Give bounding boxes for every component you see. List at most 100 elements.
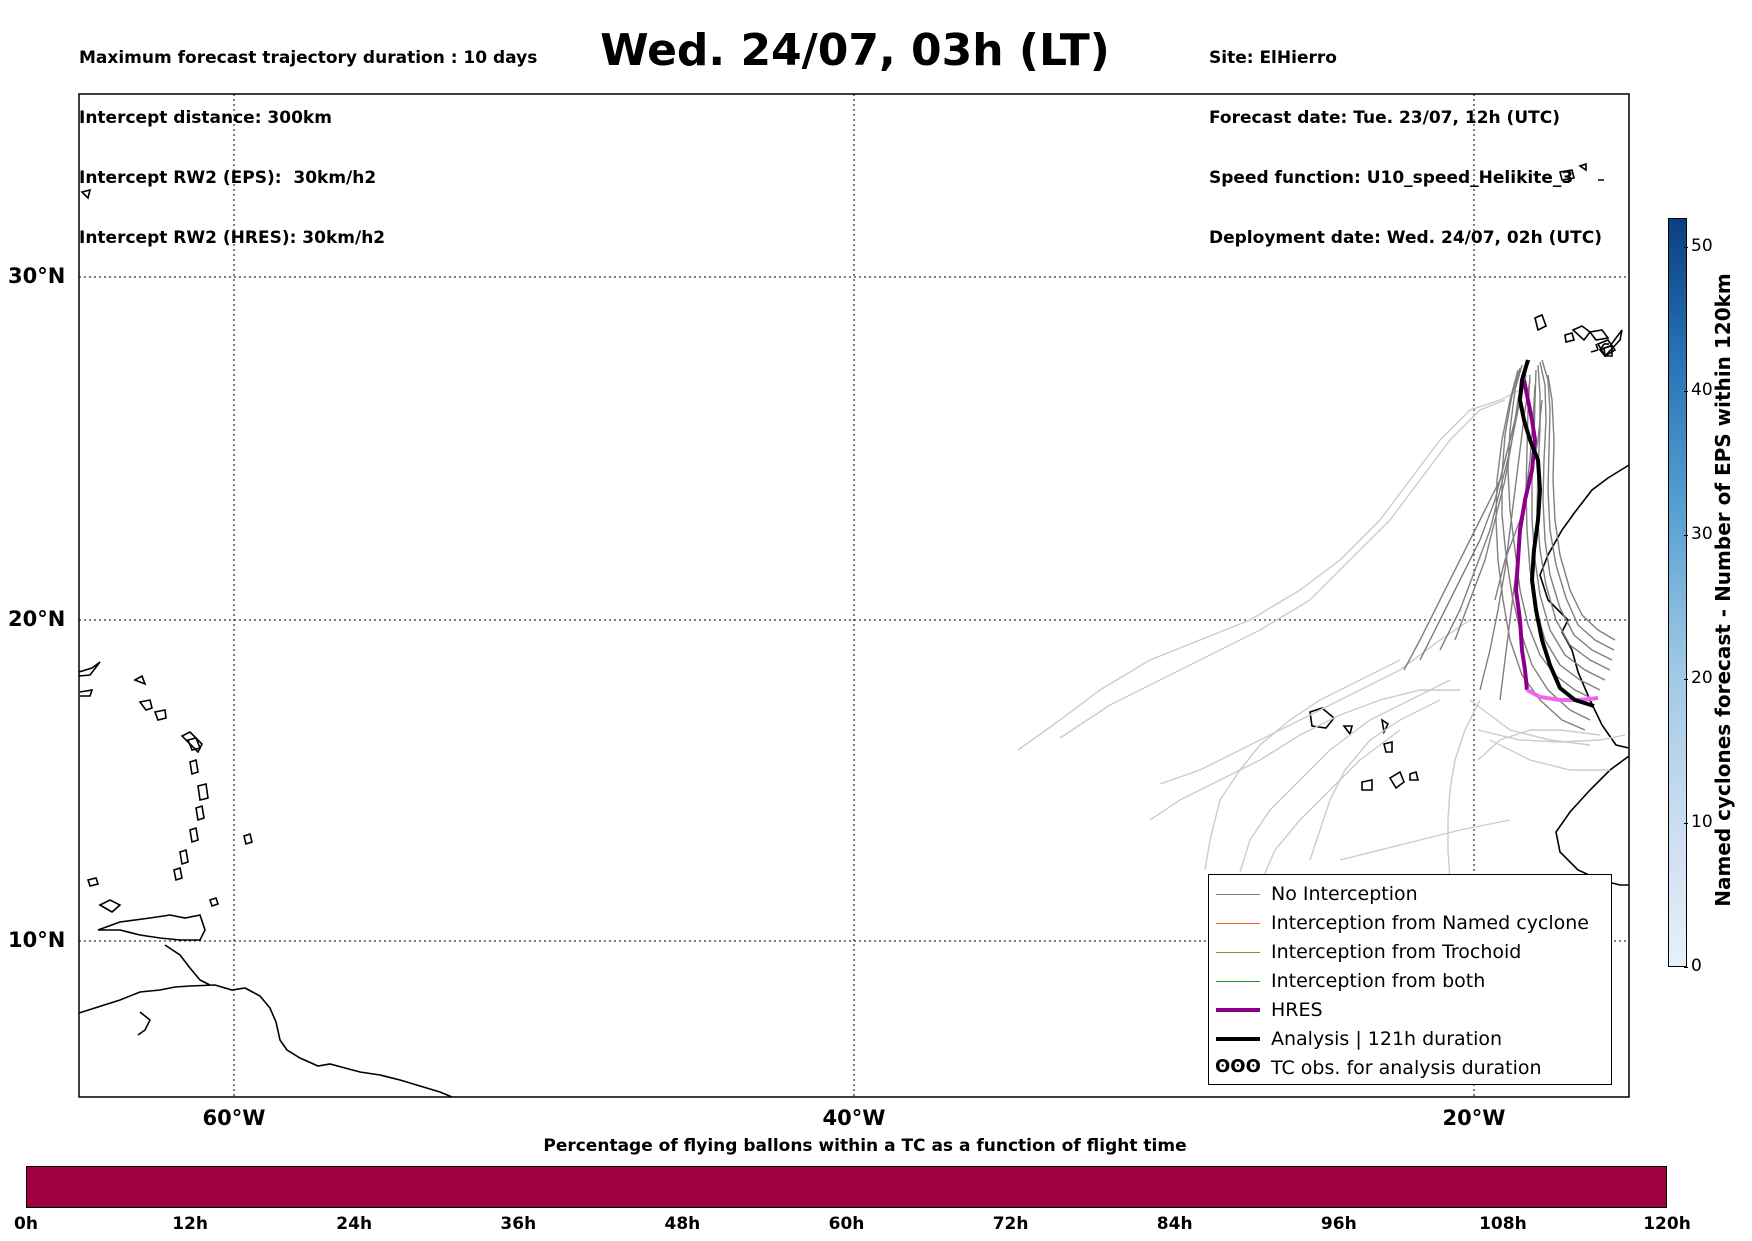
legend-item-analysis: Analysis | 121h duration xyxy=(1209,1026,1611,1054)
island xyxy=(86,877,100,887)
analysis-trajectory xyxy=(1517,359,1595,708)
hres-trajectory xyxy=(1513,379,1538,691)
legend-label: Interception from both xyxy=(1271,970,1486,992)
percentage-bar xyxy=(26,1166,1667,1208)
ensemble-trajectory xyxy=(1454,369,1525,641)
legend-label: Interception from Named cyclone xyxy=(1271,912,1589,934)
colorbar xyxy=(1668,218,1687,967)
faded-trajectory xyxy=(1469,699,1591,746)
main-title: Wed. 24/07, 03h (LT) xyxy=(600,25,1110,76)
island xyxy=(133,674,147,686)
header-line: Site: ElHierro xyxy=(1209,48,1337,68)
coast-south-america xyxy=(78,984,453,1098)
colorbar-tick-mark xyxy=(1684,246,1688,248)
colorbar-tick-mark xyxy=(1684,967,1688,968)
legend-label: Analysis | 121h duration xyxy=(1271,1028,1503,1050)
island-canary xyxy=(1595,343,1599,351)
island-cape-verde xyxy=(1380,718,1390,735)
coast-venezuela xyxy=(97,914,206,941)
island xyxy=(197,783,209,801)
coast-west-africa xyxy=(1539,464,1630,749)
legend-item-no-interception: No Interception xyxy=(1209,881,1611,909)
ensemble-trajectory xyxy=(1539,361,1613,661)
legend-swatch-orange xyxy=(1216,923,1260,924)
colorbar-tick-label: 10 xyxy=(1691,811,1713,832)
ensemble-trajectory xyxy=(1439,374,1527,651)
legend-item-tc-obs: ʘʘʘ TC obs. for analysis duration xyxy=(1209,1055,1611,1083)
legend-swatch-gray xyxy=(1216,894,1260,895)
colorbar-tick-label: 30 xyxy=(1691,523,1713,544)
percentage-bar-tick-label: 0h xyxy=(14,1214,38,1234)
header-right-info: Site: ElHierro Forecast date: Tue. 23/07… xyxy=(1209,8,1602,268)
colorbar-tick-label: 0 xyxy=(1691,956,1702,976)
legend-item-both: Interception from both xyxy=(1209,968,1611,996)
island xyxy=(80,188,92,200)
header-line: Deployment date: Wed. 24/07, 02h (UTC) xyxy=(1209,228,1603,248)
island-canary xyxy=(1588,329,1610,341)
ensemble-trajectories xyxy=(1403,359,1616,731)
island-canary xyxy=(1534,313,1547,332)
legend-label: HRES xyxy=(1271,999,1323,1021)
island-canary xyxy=(1571,325,1592,342)
tc-symbol-icon: ʘʘʘ xyxy=(1215,1056,1261,1077)
faded-trajectory xyxy=(1204,659,1401,871)
header-line: Intercept distance: 300km xyxy=(79,108,332,128)
island xyxy=(153,709,167,721)
island xyxy=(189,826,199,844)
coast-west-africa-south xyxy=(1555,755,1630,886)
legend-swatch-olive xyxy=(1216,952,1260,953)
percentage-bar-tick-label: 12h xyxy=(172,1214,208,1234)
island xyxy=(180,731,203,754)
percentage-bar-title: Percentage of flying ballons within a TC… xyxy=(543,1136,1187,1156)
island-madeira xyxy=(1578,162,1587,172)
faded-trajectory xyxy=(1447,699,1481,881)
island xyxy=(195,804,205,822)
faded-trajectory xyxy=(1261,729,1401,881)
island-cape-verde xyxy=(1409,770,1420,781)
legend-swatch-black xyxy=(1216,1037,1260,1041)
island xyxy=(189,758,199,776)
ensemble-trajectory xyxy=(1541,359,1615,651)
island-cape-verde xyxy=(1388,770,1405,790)
header-line: Intercept RW2 (EPS): 30km/h2 xyxy=(79,168,377,188)
island-madeira xyxy=(1559,169,1575,181)
island xyxy=(138,699,153,711)
legend-swatch-purple xyxy=(1216,1008,1260,1012)
legend-item-named-cyclone: Interception from Named cyclone xyxy=(1209,910,1611,938)
lat-label-20n: 20°N xyxy=(8,607,66,631)
lon-label-20w: 20°W xyxy=(1442,1106,1506,1130)
faded-trajectory xyxy=(1017,389,1521,751)
faded-trajectory xyxy=(1309,699,1441,861)
legend-label: Interception from Trochoid xyxy=(1271,941,1522,963)
island-cape-verde xyxy=(1342,725,1354,736)
faded-trajectory xyxy=(1059,399,1506,739)
map-legend: No Interception Interception from Named … xyxy=(1208,874,1612,1085)
header-line: Forecast date: Tue. 23/07, 12h (UTC) xyxy=(1209,108,1560,128)
percentage-bar-tick-label: 84h xyxy=(1156,1214,1193,1234)
colorbar-tick-mark xyxy=(1684,534,1688,536)
island-canary xyxy=(1564,332,1575,343)
lat-label-30n: 30°N xyxy=(8,264,66,288)
island xyxy=(78,661,101,677)
hres-trajectory-tail xyxy=(1526,688,1599,702)
island-cape-verde xyxy=(1361,779,1373,791)
header-line: Intercept RW2 (HRES): 30km/h2 xyxy=(79,228,386,248)
header-line: Maximum forecast trajectory duration : 1… xyxy=(79,48,538,68)
island-canary xyxy=(1599,343,1605,351)
percentage-bar-tick-label: 48h xyxy=(664,1214,701,1234)
legend-label: No Interception xyxy=(1271,883,1418,905)
colorbar-tick-label: 20 xyxy=(1691,667,1713,688)
percentage-bar-tick-label: 120h xyxy=(1643,1214,1691,1234)
faded-trajectory xyxy=(1339,819,1511,861)
colorbar-tick-mark xyxy=(1684,678,1688,680)
island xyxy=(79,688,94,697)
faded-trajectories xyxy=(1017,389,1626,881)
island xyxy=(179,848,189,866)
coastlines xyxy=(78,162,1630,1098)
percentage-bar-tick-label: 108h xyxy=(1479,1214,1527,1234)
percentage-bar-tick-label: 96h xyxy=(1320,1214,1357,1234)
colorbar-tick-label: 40 xyxy=(1691,379,1713,400)
colorbar-tick-label: 50 xyxy=(1691,235,1713,256)
colorbar-tick-mark xyxy=(1684,822,1688,824)
